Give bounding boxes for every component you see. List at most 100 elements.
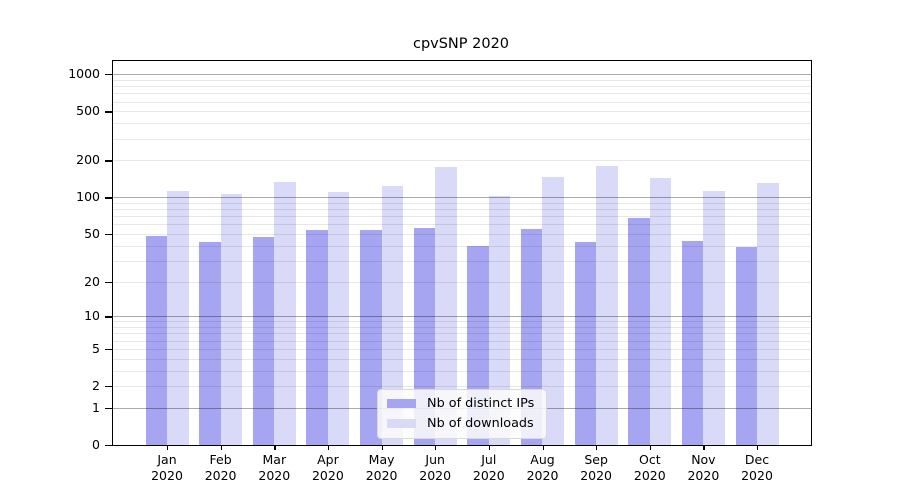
bar-downloads [488, 196, 511, 445]
x-tick-year: 2020 [258, 468, 291, 483]
x-tick-month: Jan [157, 452, 177, 467]
x-tick-year: 2020 [633, 468, 666, 483]
x-tick-mark [220, 445, 222, 450]
x-tick-month: May [368, 452, 395, 467]
x-tick-year: 2020 [526, 468, 559, 483]
bar-downloads [435, 167, 457, 445]
x-tick-mark [274, 445, 276, 450]
x-tick-month: Dec [744, 452, 770, 467]
y-tick-mark [105, 348, 112, 351]
bar-distinct-ips [360, 229, 382, 445]
legend-swatch-icon [387, 399, 416, 408]
x-tick-year: 2020 [472, 468, 505, 483]
y-tick-mark [105, 111, 112, 113]
x-tick-year: 2020 [741, 468, 773, 483]
y-tick-mark [105, 386, 112, 388]
gridline-minor [113, 86, 811, 88]
gridline-minor [113, 79, 811, 81]
gridline-minor [113, 111, 811, 113]
gridline-minor [113, 93, 811, 95]
x-tick-year: 2020 [151, 468, 183, 483]
plot-area: Nb of distinct IPs Nb of downloads [112, 60, 812, 446]
gridline-major [113, 74, 811, 76]
bar-downloads [220, 194, 243, 445]
x-tick-label: Dec 2020 [725, 452, 789, 484]
y-tick-mark [105, 74, 112, 76]
x-tick-mark [327, 445, 330, 450]
x-tick-label: Nov 2020 [671, 452, 735, 484]
y-tick-mark [105, 281, 112, 283]
bar-downloads [167, 190, 189, 445]
x-tick-label: May 2020 [350, 452, 414, 484]
bar-distinct-ips [199, 241, 221, 445]
x-tick-year: 2020 [311, 468, 344, 483]
y-tick-mark [105, 233, 112, 236]
chart-title: cpvSNP 2020 [412, 36, 510, 52]
bar-distinct-ips [252, 237, 275, 445]
y-tick-label: 100 [76, 189, 100, 205]
x-tick-year: 2020 [204, 468, 237, 483]
x-tick-label: Aug 2020 [511, 452, 575, 484]
x-tick-label: Sep 2020 [564, 452, 628, 484]
x-tick-month: Jul [481, 452, 497, 467]
legend-row: Nb of distinct IPs [387, 396, 534, 411]
x-tick-month: Aug [530, 452, 555, 467]
bar-distinct-ips [145, 236, 167, 445]
bar-downloads [327, 192, 350, 445]
bar-downloads [274, 182, 296, 445]
gridline-minor [113, 138, 811, 140]
legend-row: Nb of downloads [387, 416, 534, 431]
x-tick-label: Jan 2020 [135, 452, 199, 484]
x-tick-month: Sep [584, 452, 608, 467]
bar-distinct-ips [628, 217, 650, 445]
x-tick-month: Feb [209, 452, 232, 467]
x-tick-month: Jun [425, 452, 445, 467]
y-tick-label: 1 [92, 399, 100, 415]
bar-downloads [649, 178, 672, 445]
y-tick-label: 50 [84, 225, 100, 241]
x-tick-month: Nov [691, 452, 716, 467]
x-tick-mark [596, 445, 598, 450]
bar-downloads [381, 185, 404, 445]
y-tick-mark [105, 407, 112, 410]
bar-downloads [542, 177, 564, 445]
x-tick-label: Jun 2020 [403, 452, 467, 484]
bar-distinct-ips [735, 247, 758, 445]
x-tick-mark [381, 445, 383, 450]
x-tick-year: 2020 [365, 468, 398, 483]
x-tick-year: 2020 [419, 468, 452, 483]
x-tick-mark [542, 445, 544, 450]
x-tick-label: Jul 2020 [457, 452, 521, 484]
gridline-minor [113, 160, 811, 162]
x-tick-label: Feb 2020 [189, 452, 253, 484]
x-tick-mark [167, 445, 169, 450]
y-tick-label: 1000 [68, 66, 100, 82]
gridline-minor [113, 101, 811, 103]
legend-swatch-icon [387, 419, 416, 428]
y-tick-label: 500 [76, 103, 100, 119]
bar-distinct-ips [306, 229, 328, 445]
bar-downloads [757, 182, 779, 445]
x-tick-mark [435, 445, 437, 450]
x-tick-year: 2020 [580, 468, 612, 483]
y-tick-label: 2 [92, 378, 100, 393]
bar-downloads [596, 166, 618, 445]
x-tick-mark [703, 445, 705, 450]
x-tick-label: Oct 2020 [618, 452, 682, 484]
x-tick-year: 2020 [687, 468, 720, 483]
x-tick-label: Mar 2020 [242, 452, 306, 484]
x-tick-label: Apr 2020 [296, 452, 360, 484]
bar-distinct-ips [681, 240, 704, 445]
legend-label: Nb of downloads [427, 416, 534, 431]
y-tick-label: 5 [92, 340, 100, 356]
legend: Nb of distinct IPs Nb of downloads [377, 389, 548, 439]
x-tick-mark [488, 445, 491, 450]
y-tick-label: 200 [76, 152, 100, 168]
x-tick-mark [649, 445, 652, 450]
legend-label: Nb of distinct IPs [427, 396, 535, 411]
y-tick-label: 20 [84, 273, 100, 289]
gridline-minor [113, 123, 811, 125]
y-tick-label: 0 [92, 437, 100, 452]
x-tick-mark [757, 445, 759, 450]
